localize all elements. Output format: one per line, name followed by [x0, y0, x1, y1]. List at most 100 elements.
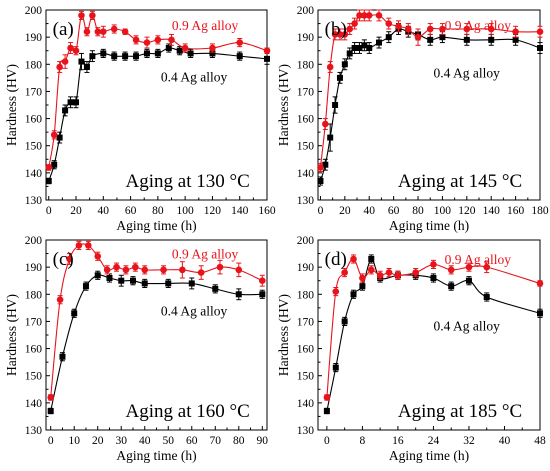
data-point — [317, 178, 324, 184]
data-point — [47, 394, 55, 401]
data-point — [82, 283, 89, 290]
data-point — [212, 285, 219, 292]
data-point — [75, 242, 83, 249]
data-point — [129, 277, 136, 284]
x-tick-label: 60 — [125, 205, 137, 217]
data-point — [366, 45, 373, 51]
data-point — [106, 275, 113, 281]
panel-label: (b) — [325, 19, 347, 40]
data-point — [322, 120, 329, 128]
panel-label: (c) — [53, 249, 74, 270]
data-point — [537, 310, 543, 317]
panel-label: (d) — [325, 249, 347, 270]
x-tick-label: 30 — [115, 435, 127, 447]
x-tick-label: 40 — [363, 205, 375, 217]
data-point — [132, 36, 140, 44]
aging-temperature-label: Aging at 130 °C — [126, 171, 250, 192]
data-point — [375, 39, 382, 46]
data-point — [375, 12, 383, 19]
data-point — [323, 394, 331, 401]
data-point — [394, 271, 402, 279]
data-point — [465, 277, 472, 284]
series-label: 0.9 Ag alloy — [445, 18, 512, 33]
x-tick-label: 20 — [92, 435, 104, 447]
data-point — [47, 408, 54, 414]
data-point — [83, 28, 91, 36]
x-tick-label: 80 — [233, 435, 245, 447]
data-point — [376, 271, 384, 279]
x-tick-label: 32 — [463, 435, 475, 447]
series-label: 0.9 Ag alloy — [445, 252, 512, 267]
data-point — [537, 45, 543, 51]
aging-temperature-label: Aging at 145 °C — [398, 171, 522, 192]
y-tick-label: 140 — [297, 168, 315, 180]
data-point — [322, 161, 329, 168]
x-tick-label: 0 — [46, 205, 52, 217]
x-tick-label: 20 — [339, 205, 351, 217]
data-point — [483, 294, 490, 300]
data-point — [341, 269, 348, 276]
x-axis-label: Aging time (h) — [116, 218, 196, 233]
data-point — [168, 36, 175, 44]
data-point — [427, 36, 434, 43]
data-point — [209, 50, 216, 57]
data-point — [154, 50, 161, 57]
x-tick-label: 24 — [428, 435, 440, 447]
data-point — [236, 53, 243, 60]
data-point — [367, 266, 375, 274]
y-tick-label: 160 — [25, 114, 43, 126]
data-point — [209, 44, 216, 52]
y-tick-label: 130 — [297, 425, 315, 437]
y-tick-label: 140 — [25, 398, 43, 410]
x-tick-label: 10 — [68, 435, 80, 447]
y-tick-label: 130 — [297, 195, 315, 207]
y-tick-label: 130 — [25, 425, 43, 437]
series-label: 0.4 Ag alloy — [161, 70, 228, 85]
chart-panel-1: 130 140 150 160 170 180 190 200 0 20 40 60 80 100 120 1… — [4, 5, 276, 233]
data-point — [332, 364, 339, 371]
data-point — [430, 261, 437, 268]
data-point — [351, 20, 358, 27]
data-point — [94, 272, 101, 279]
data-point — [385, 34, 392, 41]
data-point — [111, 53, 118, 60]
data-point — [317, 164, 324, 171]
data-point — [385, 20, 393, 27]
x-tick-label: 40 — [139, 435, 151, 447]
data-point — [385, 269, 393, 276]
y-axis-label: Hardness (HV) — [4, 64, 19, 146]
y-tick-label: 150 — [297, 371, 315, 383]
y-tick-label: 160 — [25, 344, 43, 356]
data-point — [94, 252, 102, 260]
data-point — [412, 269, 419, 276]
x-tick-label: 160 — [258, 205, 276, 217]
data-point — [404, 25, 412, 33]
data-point — [368, 256, 375, 262]
data-point — [350, 291, 357, 298]
y-tick-label: 180 — [25, 289, 43, 301]
data-point — [336, 31, 344, 38]
y-tick-label: 190 — [297, 262, 315, 274]
data-point — [512, 36, 519, 43]
y-tick-label: 140 — [297, 398, 315, 410]
y-tick-label: 180 — [25, 59, 43, 71]
data-point — [216, 263, 224, 271]
data-point — [143, 39, 151, 46]
x-tick-label: 40 — [499, 435, 511, 447]
series-line — [50, 243, 263, 398]
y-tick-label: 150 — [25, 371, 43, 383]
x-axis-label: Aging time (h) — [389, 448, 469, 463]
x-tick-label: 90 — [257, 435, 269, 447]
panel-label: (a) — [53, 19, 74, 40]
x-tick-label: 0 — [324, 435, 330, 447]
data-point — [264, 55, 270, 62]
data-point — [89, 53, 96, 60]
y-tick-label: 170 — [297, 316, 315, 328]
data-point — [141, 280, 148, 287]
y-tick-label: 180 — [297, 289, 315, 301]
data-point — [72, 47, 80, 55]
data-point — [361, 12, 368, 19]
data-point — [73, 99, 80, 106]
data-point — [56, 63, 63, 71]
